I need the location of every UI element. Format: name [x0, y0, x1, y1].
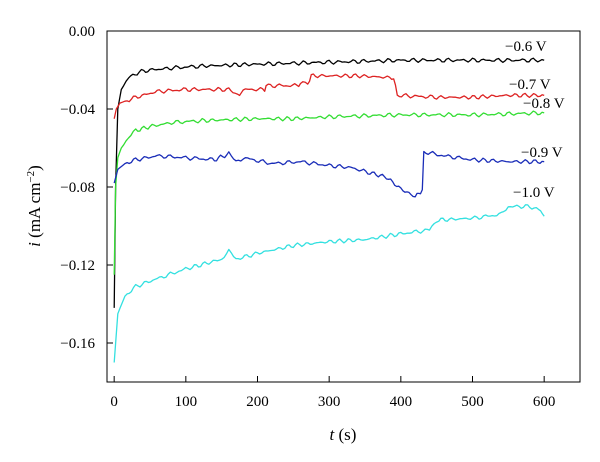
series-line [113, 150, 545, 198]
y-tick-label: −0.16 [60, 336, 95, 352]
x-tick-label: 100 [175, 394, 198, 410]
x-tick-label: 400 [390, 394, 413, 410]
y-tick-label: −0.12 [60, 258, 95, 274]
y-tick-label: −0.08 [60, 180, 95, 196]
x-tick-label: 200 [246, 394, 269, 410]
axis-ticks: 0 100 200 300 400 500 600 0.00 −0.04 −0.08 −0.12 −0… [60, 24, 555, 410]
x-tick-label: 300 [318, 394, 341, 410]
x-tick-label: 600 [533, 394, 556, 410]
series-label: −0.8 V [523, 96, 565, 112]
series-label: −0.9 V [521, 145, 563, 161]
series-label: −0.6 V [505, 39, 547, 55]
x-axis-label: t (s) [330, 425, 357, 444]
series-labels: −0.6 V −0.7 V −0.8 V −0.9 V −1.0 V [505, 39, 565, 201]
series-line [113, 110, 545, 275]
series-line [113, 57, 545, 308]
series-group [113, 57, 545, 363]
series-label: −0.7 V [509, 77, 551, 93]
y-axis-label: i (mA cm−2) [25, 165, 44, 247]
plot-frame [106, 30, 581, 383]
y-tick-label: 0.00 [69, 24, 95, 40]
series-line [113, 73, 545, 119]
y-tick-label: −0.04 [60, 102, 95, 118]
series-line [113, 204, 545, 363]
x-tick-label: 0 [110, 394, 118, 410]
series-label: −1.0 V [513, 185, 555, 201]
x-tick-label: 500 [461, 394, 484, 410]
